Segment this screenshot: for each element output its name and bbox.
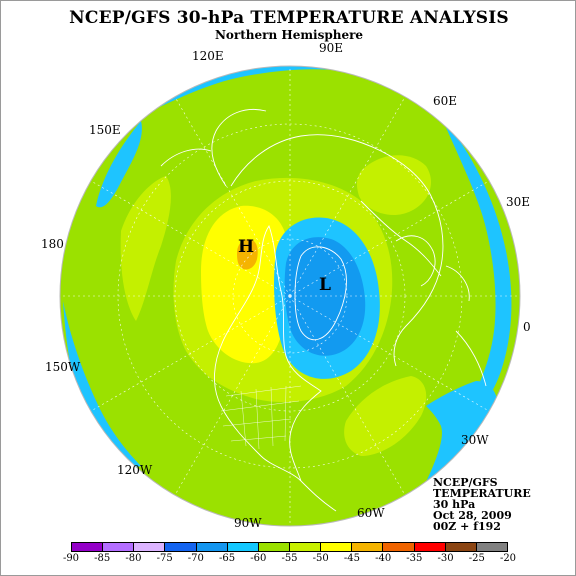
lon-label-120w: 120W xyxy=(117,463,153,477)
colorbar-labels: -90 -85 -80 -75 -70 -65 -60 -55 -50 -45 -40 -35 -30 -… xyxy=(1,553,575,567)
lon-label-150e: 150E xyxy=(89,123,121,137)
band-light-green-southeast xyxy=(344,376,427,456)
lon-label-90e: 90E xyxy=(319,41,344,55)
info-line-date: Oct 28, 2009 xyxy=(433,509,512,522)
cold-band-northwest-edge xyxy=(96,121,142,208)
cold-core-polar-vortex xyxy=(284,237,366,356)
lon-label-30e: 30E xyxy=(506,195,531,209)
colorbar-segment xyxy=(352,543,384,551)
warm-band-yellow xyxy=(201,205,289,364)
lon-label-120e: 120E xyxy=(192,49,224,63)
coastlines xyxy=(160,109,487,512)
colorbar-tick-label: -45 xyxy=(343,553,360,564)
longitude-meridians xyxy=(60,66,520,526)
temperature-field xyxy=(60,66,520,526)
colorbar-segment xyxy=(445,543,477,551)
info-line-level: 30 hPa xyxy=(433,498,476,511)
colorbar-tick-label: -40 xyxy=(375,553,392,564)
map-disk-border xyxy=(59,65,521,527)
colorbar-segment xyxy=(196,543,228,551)
lon-label-30w: 30W xyxy=(461,433,489,447)
colorbar-tick-label: -65 xyxy=(219,553,236,564)
colorbar-segment xyxy=(321,543,353,551)
colorbar-tick-label: -35 xyxy=(406,553,423,564)
colorbar-tick-label: -30 xyxy=(437,553,454,564)
high-pressure-center-label: H xyxy=(238,237,255,257)
info-line-variable: TEMPERATURE xyxy=(433,487,531,500)
lon-label-90w: 90W xyxy=(234,516,262,530)
colorbar-tick-label: -70 xyxy=(187,553,204,564)
colorbar-segment xyxy=(165,543,197,551)
colorbar-segment xyxy=(227,543,259,551)
colorbar-tick-label: -85 xyxy=(94,553,111,564)
lon-label-0: 0 xyxy=(523,320,531,334)
colorbar-segment xyxy=(414,543,446,551)
lon-label-60e: 60E xyxy=(433,94,458,108)
low-pressure-center-label: L xyxy=(319,275,331,295)
temperature-colorbar xyxy=(71,542,508,552)
colorbar-segment xyxy=(383,543,415,551)
page-subtitle: Northern Hemisphere xyxy=(214,28,364,42)
colorbar-tick-label: -25 xyxy=(468,553,485,564)
warm-core-orange xyxy=(237,239,258,270)
colorbar-tick-label: -50 xyxy=(312,553,329,564)
colorbar-segment xyxy=(72,543,104,551)
colorbar-segment xyxy=(289,543,322,551)
colorbar-tick-label: -80 xyxy=(125,553,142,564)
lon-label-180: 180 xyxy=(41,237,64,251)
colorbar-segment xyxy=(134,543,166,551)
colorbar-segment xyxy=(103,543,135,551)
page-title: NCEP/GFS 30-hPa TEMPERATURE ANALYSIS xyxy=(69,8,509,28)
info-line-source: NCEP/GFS xyxy=(433,476,498,489)
colorbar-segment xyxy=(476,543,507,551)
colorbar-tick-label: -90 xyxy=(62,553,80,564)
info-line-forecast: 00Z + f192 xyxy=(433,520,501,533)
colorbar-tick-label: -75 xyxy=(156,553,173,564)
map-info-block: NCEP/GFS TEMPERATURE 30 hPa Oct 28, 2009… xyxy=(433,477,531,532)
cold-band-east-edge xyxy=(441,116,512,431)
colorbar-segment xyxy=(258,543,290,551)
band-light-green-northeast xyxy=(356,155,431,216)
us-state-lines xyxy=(220,385,302,450)
lon-label-60w: 60W xyxy=(357,506,385,520)
cold-band-southeast-edge xyxy=(421,381,498,493)
band-light-green-west xyxy=(120,176,171,321)
colorbar-tick-label: -55 xyxy=(281,553,298,564)
lon-label-150w: 150W xyxy=(45,360,81,374)
colorbar-tick-label: -20 xyxy=(499,553,517,564)
colorbar-tick-label: -60 xyxy=(250,553,267,564)
